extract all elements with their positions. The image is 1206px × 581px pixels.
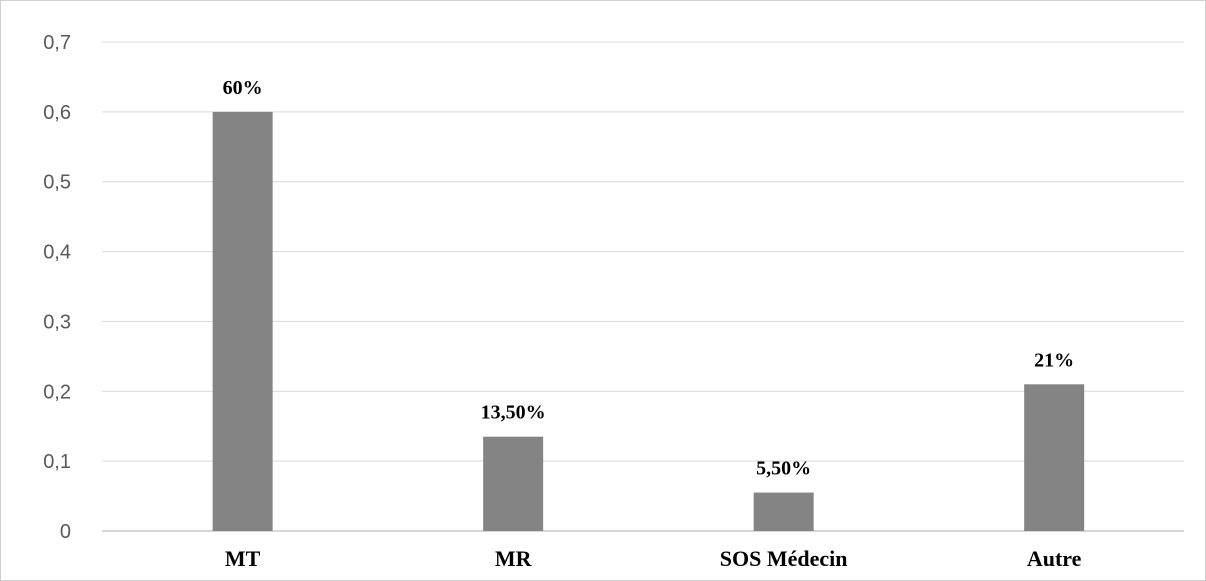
y-tick-label: 0: [60, 521, 71, 543]
y-tick-label: 0,1: [43, 451, 71, 473]
bar-autre: [1024, 384, 1085, 531]
y-tick-label: 0,3: [43, 311, 71, 333]
y-tick-label: 0,7: [43, 32, 71, 54]
x-tick-label: MR: [495, 546, 533, 571]
bar-sos-m-decin: [753, 492, 814, 531]
y-tick-label: 0,5: [43, 172, 71, 194]
x-tick-label: SOS Médecin: [720, 546, 848, 571]
y-tick-label: 0,4: [43, 242, 71, 264]
data-label: 13,50%: [481, 402, 546, 424]
y-tick-label: 0,2: [43, 381, 71, 403]
data-labels: 60% 13,50% 5,50% 21%: [223, 77, 1075, 480]
y-axis-ticks: 0 0,1 0,2 0,3 0,4 0,5 0,6 0,7: [43, 32, 71, 543]
data-label: 5,50%: [756, 458, 811, 480]
bar-mr: [483, 436, 544, 531]
data-label: 21%: [1034, 349, 1074, 371]
bars: [212, 111, 1085, 531]
x-tick-label: MT: [225, 546, 261, 571]
bar-mt: [212, 111, 273, 531]
data-label: 60%: [223, 77, 263, 99]
gridlines: [102, 41, 1184, 532]
y-tick-label: 0,6: [43, 102, 71, 124]
x-tick-label: Autre: [1027, 546, 1082, 571]
x-axis-ticks: MT MR SOS Médecin Autre: [225, 546, 1082, 571]
